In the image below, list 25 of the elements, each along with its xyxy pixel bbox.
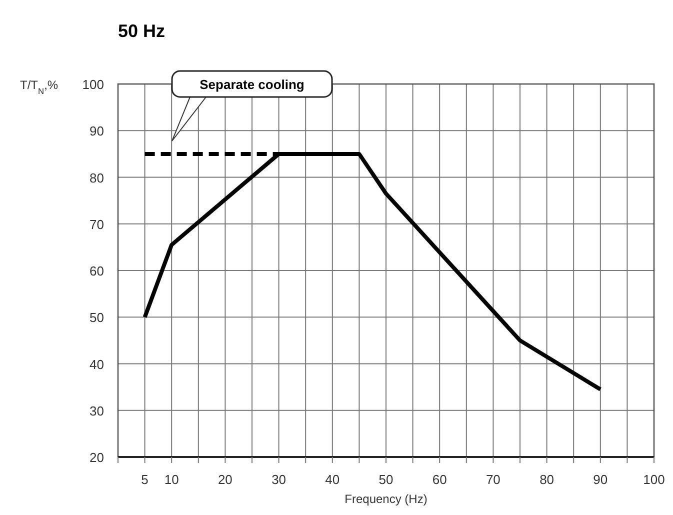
y-tick-label: 80 <box>90 170 104 186</box>
y-tick-label: 50 <box>90 310 104 326</box>
y-tick-label: 20 <box>90 450 104 465</box>
x-tick-label: 60 <box>432 472 447 487</box>
y-tick-label: 30 <box>90 403 104 418</box>
y-tick-label: 40 <box>90 356 104 372</box>
x-tick-label: 100 <box>643 472 665 487</box>
x-axis-title: Frequency (Hz) <box>344 492 428 506</box>
x-tick-label: 5 <box>141 472 148 487</box>
x-tick-label: 70 <box>486 472 500 487</box>
x-tick-label: 40 <box>325 472 340 487</box>
x-tick-label: 90 <box>593 472 608 487</box>
annotation: Separate cooling <box>200 77 304 92</box>
x-tick-label: 50 <box>378 472 394 487</box>
chart-title: 50 Hz <box>118 21 166 41</box>
x-tick-label: 80 <box>540 472 554 487</box>
y-tick-label: 70 <box>90 216 104 232</box>
x-tick-label: 30 <box>272 472 286 487</box>
line-series <box>142 152 602 392</box>
y-tick-label: 90 <box>90 124 104 139</box>
y-axis-title: T/T$_{N}$,% <box>20 78 58 96</box>
y-tick-label: 60 <box>90 264 104 278</box>
x-tick-label: 20 <box>218 472 232 487</box>
x-tick-label: 10 <box>164 472 179 487</box>
y-tick-label: 100 <box>82 77 104 92</box>
